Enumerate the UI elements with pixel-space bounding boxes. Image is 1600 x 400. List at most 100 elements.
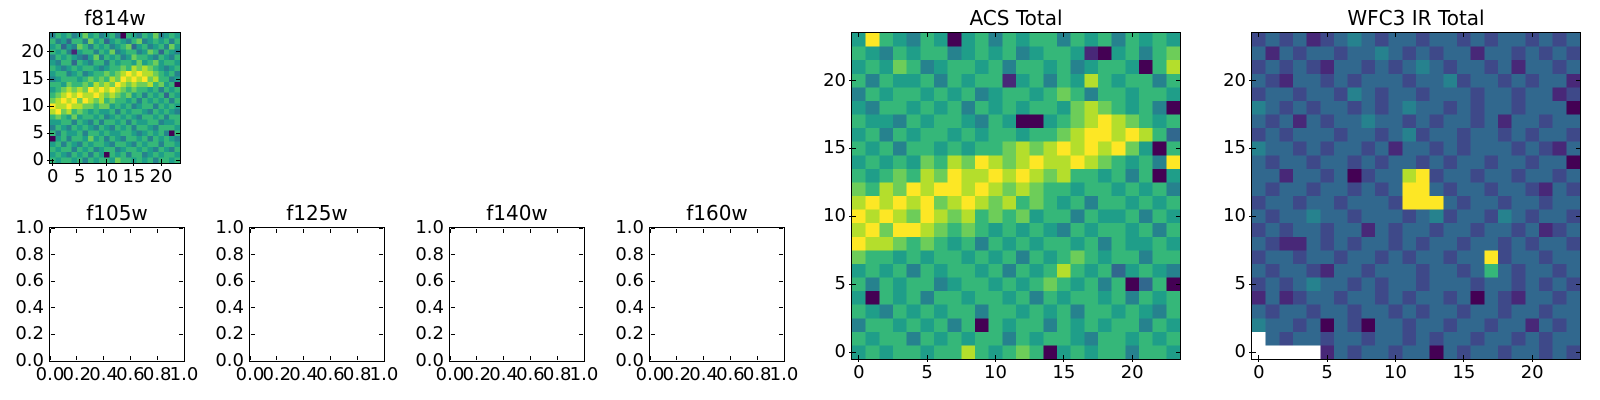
tick-mark [183,356,185,360]
tick-mark [47,51,54,53]
tick-mark [52,159,54,166]
y-tick-label: 0.0 [615,350,644,371]
tick-mark [383,229,385,233]
tick-mark [579,280,583,282]
tick-mark [849,351,856,353]
tick-mark [251,254,255,256]
tick-mark [106,33,108,37]
y-tick-label: 0.6 [415,270,444,292]
y-tick-label: 0.8 [615,243,644,265]
tick-mark [579,307,583,309]
tick-mark [1176,80,1180,82]
tick-mark [179,333,183,335]
x-tick-label: 20 [149,166,173,187]
tick-mark [356,229,358,233]
tick-mark [556,229,558,233]
tick-mark [379,307,383,309]
x-tick-label: 5 [1321,362,1333,383]
tick-mark [451,227,455,229]
tick-mark [703,229,705,233]
tick-mark [529,229,531,233]
y-tick-label: 0.8 [415,243,444,265]
tick-mark [779,360,783,362]
y-tick-label: 5 [32,122,44,144]
tick-mark [176,132,180,134]
heatmap-image [852,33,1180,359]
y-tick-label: 0.4 [15,296,44,318]
tick-mark [451,254,455,256]
x-tick-label: 0.0 [435,364,465,385]
x-tick-label: 15 [122,166,146,187]
x-tick-label: 0.2 [462,364,492,385]
tick-mark [1249,283,1256,285]
tick-mark [249,229,251,233]
y-tick-label: 0.0 [15,350,44,371]
tick-mark [651,227,655,229]
tick-mark [858,355,860,362]
tick-mark [1576,351,1580,353]
tick-mark [47,132,54,134]
y-tick-label: 20 [1223,69,1246,91]
y-tick-label: 0.6 [215,270,244,292]
panel-title: f105w [86,201,148,225]
tick-mark [476,356,478,360]
tick-mark [649,356,651,360]
x-tick-label: 0.4 [489,364,518,385]
x-tick-label: 0.4 [289,364,318,385]
y-tick-label: 10 [823,205,846,227]
tick-mark [451,280,455,282]
tick-mark [129,229,131,233]
tick-mark [329,229,331,233]
tick-mark [276,229,278,233]
tick-mark [649,229,651,233]
tick-mark [995,33,996,37]
tick-mark [779,307,783,309]
x-tick-label: 0.4 [689,364,718,385]
y-tick-label: 1.0 [215,217,244,238]
tick-mark [379,254,383,256]
tick-mark [379,227,383,229]
x-tick-label: 15 [1452,362,1476,383]
panel-f814w: f814w 0 5 10 15 20 0 5 10 15 20 [21,8,181,186]
tick-mark [176,78,180,80]
tick-mark [1249,215,1256,217]
tick-mark [779,254,783,256]
tick-mark [1063,33,1065,37]
tick-mark [995,355,996,362]
tick-mark [251,227,255,229]
heatmap-image [1252,33,1580,359]
tick-mark [160,33,162,37]
x-tick-label: 10 [984,362,1007,383]
y-tick-label: 1.0 [15,217,44,238]
x-tick-label: 1.0 [769,364,799,385]
x-tick-label: 20 [1520,362,1544,383]
y-tick-label: 15 [1223,137,1246,159]
tick-mark [849,283,856,285]
panel-f105w: f105w 0.0 0.2 0.4 0.6 0.8 1.0 0.0 0.2 0.4 0.6 0.8 1… [15,203,198,384]
tick-mark [251,280,255,282]
x-tick-label: 0 [46,166,59,187]
y-tick-label: 0.8 [215,243,244,265]
tick-mark [651,280,655,282]
x-tick-label: 10 [1384,362,1407,383]
tick-mark [51,333,55,335]
tick-mark [76,356,78,360]
x-tick-label: 0.0 [235,364,265,385]
y-tick-label: 0.4 [215,296,244,318]
tick-mark [1176,215,1180,217]
tick-mark [379,360,383,362]
tick-mark [1176,147,1180,149]
x-tick-label: 0.2 [262,364,292,385]
tick-mark [49,229,51,233]
tick-mark [583,356,585,360]
tick-mark [451,360,455,362]
tick-mark [251,307,255,309]
tick-mark [783,356,785,360]
tick-mark [1258,355,1260,362]
tick-mark [51,227,55,229]
tick-mark [756,229,758,233]
x-tick-label: 0.6 [516,364,545,385]
tick-mark [651,307,655,309]
tick-mark [703,356,705,360]
tick-mark [129,356,131,360]
